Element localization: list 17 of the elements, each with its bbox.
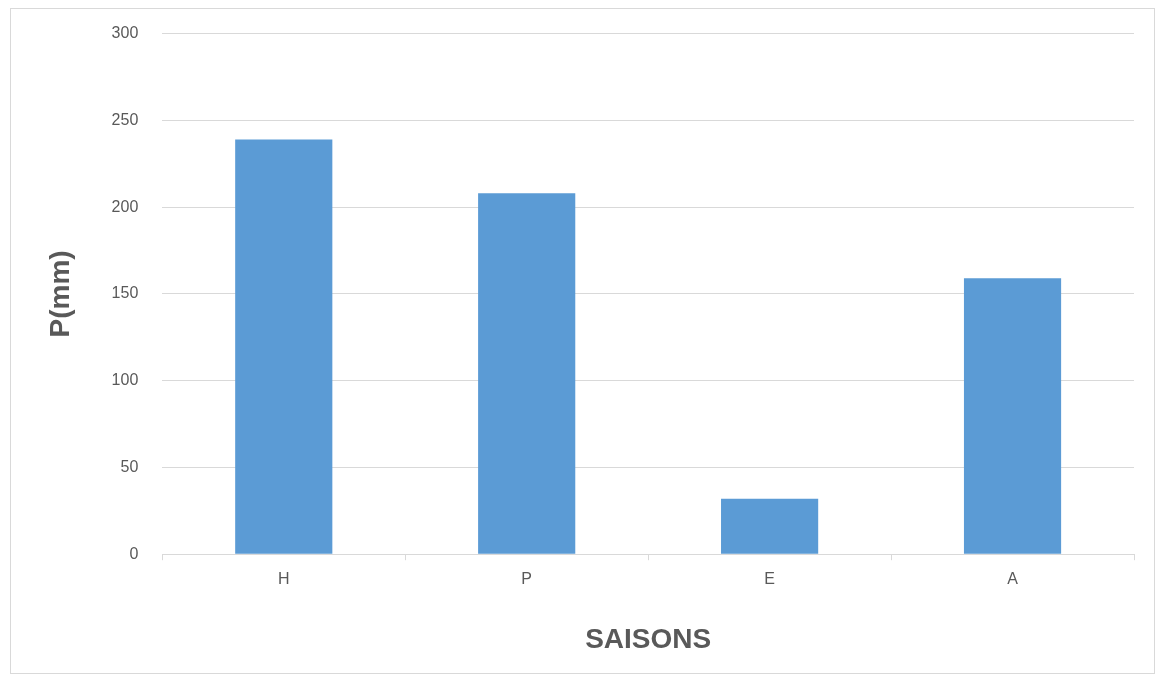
y-tick-label: 300	[111, 24, 139, 42]
x-tick-label: A	[1007, 570, 1019, 588]
y-tick-label: 50	[120, 457, 139, 475]
x-tick-label: P	[521, 570, 533, 588]
y-axis-title: P(mm)	[43, 250, 75, 338]
y-tick-label: 100	[111, 371, 139, 389]
bar	[721, 498, 819, 554]
y-tick-label: 250	[111, 110, 139, 128]
y-tick-label: 200	[111, 197, 139, 215]
x-tick-label: E	[764, 570, 775, 588]
bar	[478, 193, 576, 554]
x-tick-label: H	[277, 570, 290, 588]
y-tick-label: 0	[129, 544, 139, 562]
y-tick-label: 150	[111, 284, 139, 302]
x-axis-title: SAISONS	[585, 622, 712, 654]
bar	[235, 139, 333, 554]
bar	[963, 278, 1062, 554]
